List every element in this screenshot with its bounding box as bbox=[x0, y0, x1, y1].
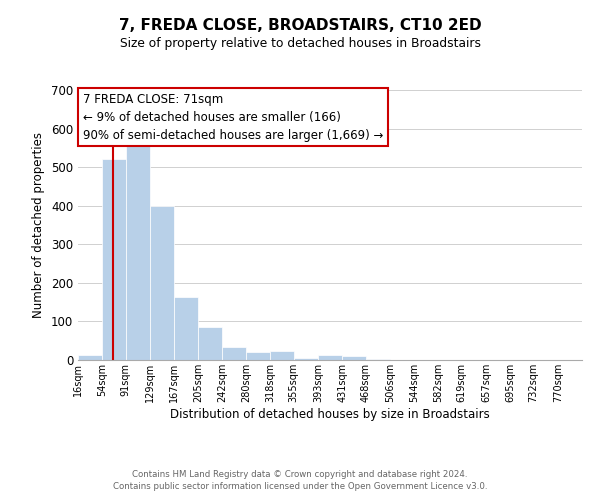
Bar bbox=[342, 356, 366, 360]
Text: Size of property relative to detached houses in Broadstairs: Size of property relative to detached ho… bbox=[119, 38, 481, 51]
Bar bbox=[126, 136, 150, 360]
Bar bbox=[270, 350, 295, 360]
Text: 7 FREDA CLOSE: 71sqm
← 9% of detached houses are smaller (166)
90% of semi-detac: 7 FREDA CLOSE: 71sqm ← 9% of detached ho… bbox=[83, 92, 383, 142]
Bar bbox=[222, 346, 246, 360]
Bar bbox=[318, 356, 342, 360]
Text: Contains HM Land Registry data © Crown copyright and database right 2024.: Contains HM Land Registry data © Crown c… bbox=[132, 470, 468, 479]
Y-axis label: Number of detached properties: Number of detached properties bbox=[32, 132, 46, 318]
Text: 7, FREDA CLOSE, BROADSTAIRS, CT10 2ED: 7, FREDA CLOSE, BROADSTAIRS, CT10 2ED bbox=[119, 18, 481, 32]
Bar bbox=[294, 358, 318, 360]
Bar bbox=[150, 206, 174, 360]
Bar bbox=[174, 297, 198, 360]
Bar bbox=[246, 352, 270, 360]
Bar bbox=[365, 359, 390, 360]
X-axis label: Distribution of detached houses by size in Broadstairs: Distribution of detached houses by size … bbox=[170, 408, 490, 420]
Bar bbox=[102, 159, 127, 360]
Text: Contains public sector information licensed under the Open Government Licence v3: Contains public sector information licen… bbox=[113, 482, 487, 491]
Bar bbox=[78, 355, 102, 360]
Bar bbox=[198, 327, 223, 360]
